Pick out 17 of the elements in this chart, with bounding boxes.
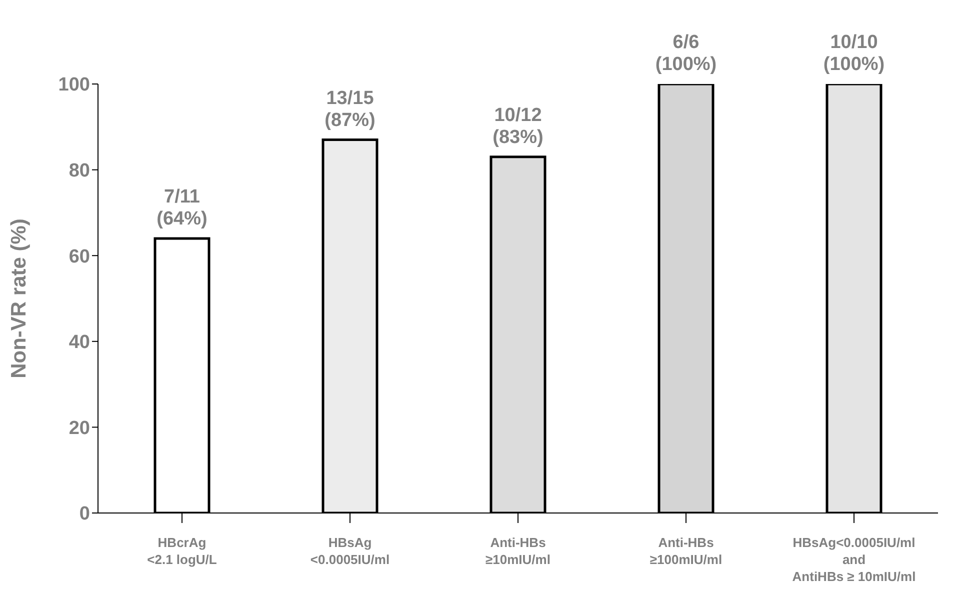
data-label: 13/15 (87%) bbox=[324, 88, 376, 131]
y-tick-label: 20 bbox=[68, 418, 90, 439]
x-tick-label: Anti-HBs ≥100mIU/ml bbox=[650, 535, 722, 567]
x-tick-label: HBsAg <0.0005IU/ml bbox=[310, 535, 390, 567]
y-tick-label: 100 bbox=[58, 74, 90, 96]
y-axis-title: Non-VR rate (%) bbox=[7, 218, 30, 378]
data-label: 10/10 (100%) bbox=[823, 32, 885, 75]
x-tick-label: HBcrAg <2.1 logU/L bbox=[147, 535, 217, 567]
data-label: 6/6 (100%) bbox=[655, 32, 717, 75]
data-label: 10/12 (83%) bbox=[492, 104, 544, 148]
data-label: 7/11 (64%) bbox=[156, 186, 208, 230]
x-tick-label: HBsAg<0.0005IU/ml and AntiHBs ≥ 10mIU/ml bbox=[792, 535, 916, 584]
y-tick-label: 60 bbox=[68, 246, 90, 268]
x-tick-label: Anti-HBs ≥10mIU/ml bbox=[486, 535, 550, 567]
y-tick-label: 80 bbox=[68, 160, 90, 182]
y-tick-label: 0 bbox=[79, 504, 90, 525]
y-tick-label: 40 bbox=[68, 332, 90, 354]
